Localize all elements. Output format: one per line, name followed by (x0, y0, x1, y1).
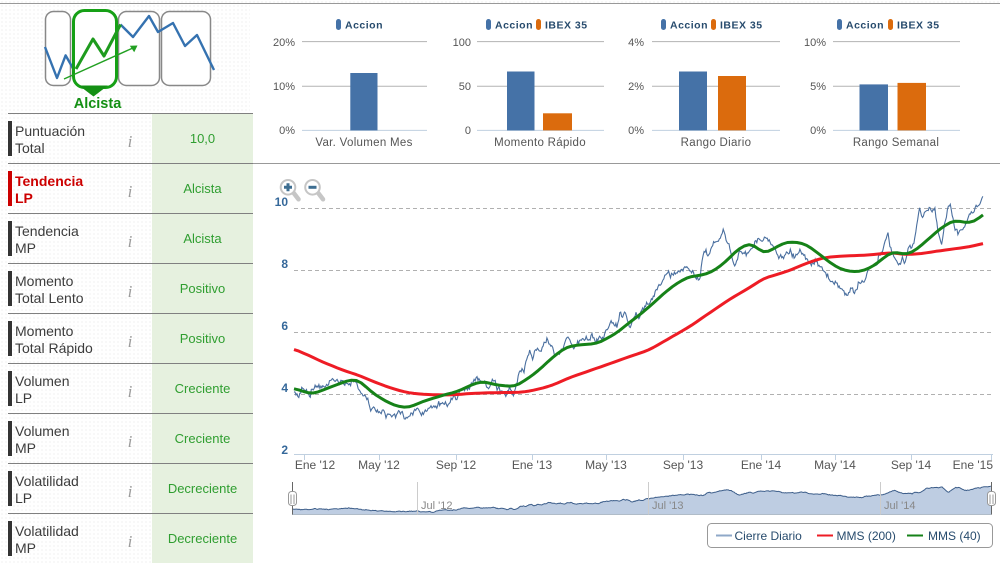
svg-text:6: 6 (281, 319, 288, 333)
svg-text:Accion: Accion (670, 20, 708, 32)
svg-text:Ene '14: Ene '14 (741, 458, 782, 472)
svg-text:10: 10 (275, 195, 289, 209)
svg-text:4: 4 (281, 381, 288, 395)
svg-text:Ene '15: Ene '15 (953, 458, 994, 472)
svg-text:Rango Diario: Rango Diario (681, 137, 752, 149)
svg-text:Rango Semanal: Rango Semanal (853, 137, 939, 149)
svg-text:0%: 0% (810, 125, 826, 137)
svg-text:Var. Volumen Mes: Var. Volumen Mes (315, 137, 412, 149)
svg-text:IBEX 35: IBEX 35 (720, 20, 763, 32)
svg-text:0: 0 (465, 125, 471, 137)
svg-text:10%: 10% (273, 81, 295, 93)
svg-text:Accion: Accion (846, 20, 884, 32)
svg-text:Jul '14: Jul '14 (884, 500, 915, 512)
svg-text:2: 2 (281, 443, 288, 457)
svg-text:100: 100 (453, 37, 471, 49)
svg-text:20%: 20% (273, 37, 295, 49)
svg-text:IBEX 35: IBEX 35 (545, 20, 588, 32)
svg-text:MMS (200): MMS (200) (837, 529, 896, 543)
svg-text:Cierre Diario: Cierre Diario (735, 529, 803, 543)
svg-text:May '14: May '14 (814, 458, 856, 472)
svg-text:8: 8 (281, 257, 288, 271)
svg-text:May '12: May '12 (358, 458, 400, 472)
svg-text:Sep '12: Sep '12 (436, 458, 477, 472)
svg-text:MMS (40): MMS (40) (928, 529, 981, 543)
svg-text:5%: 5% (810, 81, 826, 93)
svg-text:Sep '13: Sep '13 (663, 458, 704, 472)
svg-text:Momento Rápido: Momento Rápido (494, 137, 586, 149)
svg-text:Accion: Accion (495, 20, 533, 32)
svg-text:Jul '12: Jul '12 (421, 500, 452, 512)
svg-text:May '13: May '13 (585, 458, 627, 472)
svg-text:Sep '14: Sep '14 (891, 458, 932, 472)
svg-text:0%: 0% (628, 125, 644, 137)
svg-text:2%: 2% (628, 81, 644, 93)
svg-text:4%: 4% (628, 37, 644, 49)
svg-text:50: 50 (459, 81, 471, 93)
svg-text:IBEX 35: IBEX 35 (897, 20, 940, 32)
svg-text:Ene '13: Ene '13 (512, 458, 553, 472)
svg-text:Accion: Accion (345, 20, 383, 32)
svg-text:Alcista: Alcista (74, 96, 122, 112)
svg-text:10%: 10% (804, 37, 826, 49)
svg-text:Ene '12: Ene '12 (295, 458, 336, 472)
svg-text:Jul '13: Jul '13 (652, 500, 683, 512)
svg-text:0%: 0% (279, 125, 295, 137)
